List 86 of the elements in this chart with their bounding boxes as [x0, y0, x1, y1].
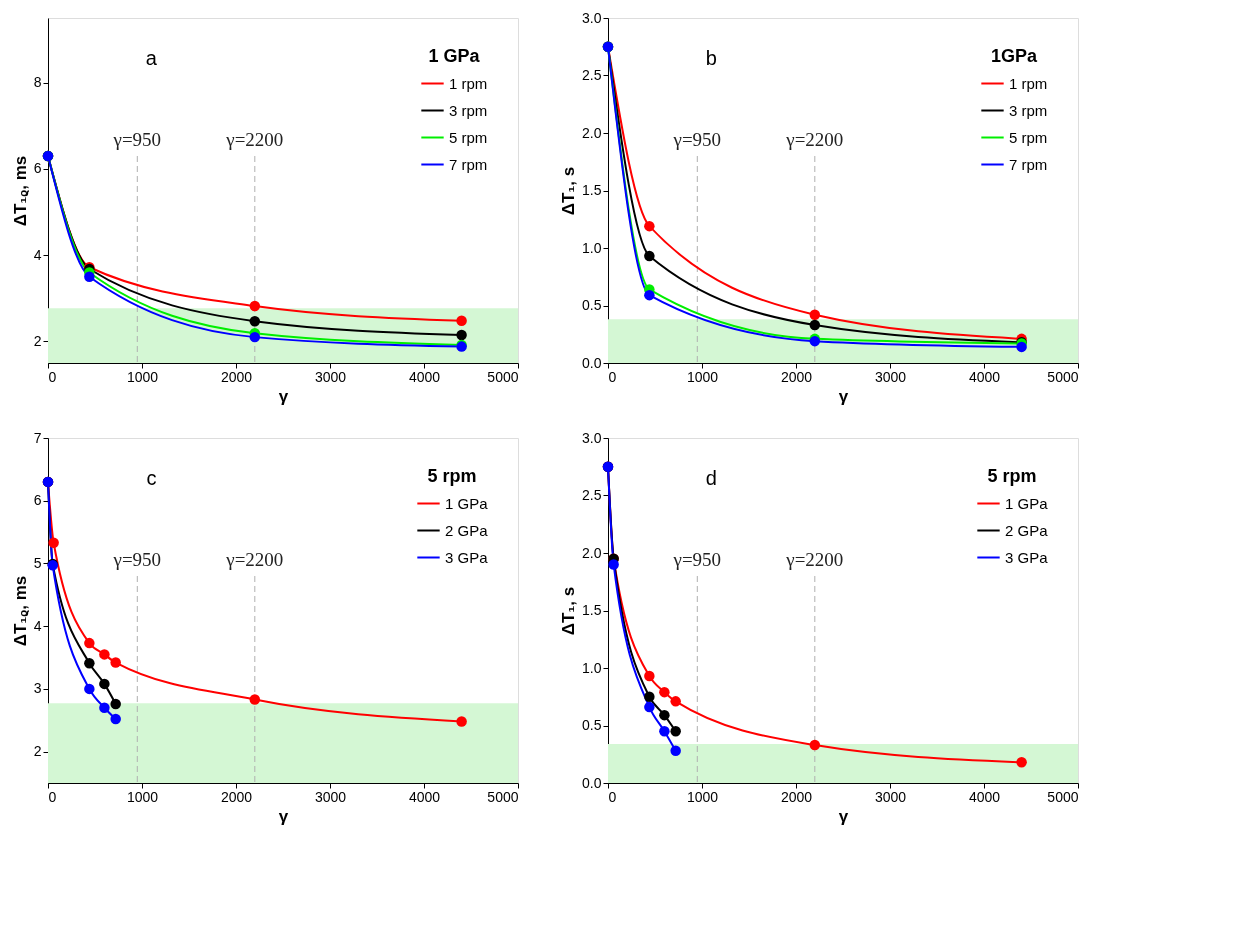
annotation: b — [705, 47, 717, 70]
y-tick-label: 8 — [33, 74, 42, 91]
y-axis-title: ΔT₁, s — [559, 166, 579, 216]
y-tick-label: 3.0 — [582, 429, 602, 446]
legend-title: 5 rpm — [987, 466, 1037, 486]
ref-line-label: γ=950 — [672, 129, 722, 150]
y-tick-label: 4 — [33, 617, 42, 634]
x-tick-label: 0 — [48, 368, 57, 385]
x-tick-label: 2000 — [220, 368, 253, 385]
x-tick-label: 1000 — [686, 368, 719, 385]
y-tick-label: 0.5 — [582, 297, 602, 313]
ref-line-label: γ=950 — [112, 549, 162, 570]
legend-label: 3 rpm — [1009, 101, 1048, 119]
x-tick-label: 2000 — [780, 788, 813, 805]
y-tick-label: 1.5 — [582, 182, 602, 198]
x-tick-label: 0 — [608, 788, 617, 805]
annotation: c — [146, 467, 157, 490]
x-tick-label: 2000 — [220, 788, 253, 805]
legend-title: 1GPa — [990, 46, 1038, 66]
y-tick-label: 3.0 — [582, 9, 602, 26]
x-axis-title: γ — [278, 386, 289, 406]
x-tick-label: 3000 — [314, 368, 347, 385]
x-tick-label: 5000 — [487, 368, 519, 385]
legend-label: 7 rpm — [449, 155, 488, 173]
y-tick-label: 2 — [33, 332, 42, 349]
y-tick-label: 7 — [33, 429, 42, 446]
ref-line-label: γ=2200 — [785, 129, 844, 150]
annotation: a — [145, 47, 158, 70]
x-tick-label: 1000 — [126, 788, 159, 805]
legend-label: 3 rpm — [449, 101, 488, 119]
x-tick-label: 5000 — [487, 788, 519, 805]
y-tick-label: 0.5 — [582, 717, 602, 733]
x-axis-title: γ — [838, 386, 849, 406]
ref-line-label: γ=2200 — [225, 549, 284, 570]
x-tick-label: 0 — [48, 788, 57, 805]
legend-label: 1 GPa — [1005, 494, 1049, 512]
x-tick-label: 4000 — [408, 788, 441, 805]
y-axis-title: ΔT₁ᵨ, ms — [10, 575, 30, 647]
ref-line-label: γ=950 — [672, 549, 722, 570]
legend-label: 2 GPa — [1005, 521, 1049, 539]
y-tick-label: 2 — [33, 743, 42, 760]
y-tick-label: 2.0 — [582, 124, 602, 141]
y-tick-label: 1.0 — [582, 659, 602, 676]
y-tick-label: 0.0 — [582, 774, 602, 791]
ref-line-label: γ=950 — [112, 129, 162, 150]
y-tick-label: 3 — [33, 680, 42, 697]
x-tick-label: 1000 — [686, 788, 719, 805]
ref-line-label: γ=2200 — [225, 129, 284, 150]
legend-label: 5 rpm — [1009, 128, 1048, 146]
annotation: d — [705, 467, 717, 490]
x-tick-label: 0 — [608, 368, 617, 385]
legend-label: 3 GPa — [1005, 548, 1049, 566]
y-tick-label: 4 — [33, 246, 42, 263]
x-axis-title: γ — [838, 806, 849, 826]
y-axis-title: ΔT₁, s — [559, 586, 579, 636]
legend-label: 7 rpm — [1009, 155, 1048, 173]
x-tick-label: 2000 — [780, 368, 813, 385]
y-tick-label: 5 — [33, 554, 42, 571]
x-tick-label: 1000 — [126, 368, 159, 385]
y-tick-label: 2.5 — [582, 487, 602, 503]
legend-label: 2 GPa — [445, 521, 489, 539]
legend-label: 1 GPa — [445, 494, 489, 512]
legend-title: 5 rpm — [427, 466, 477, 486]
legend-label: 1 rpm — [1009, 74, 1048, 92]
ref-line-label: γ=2200 — [785, 549, 844, 570]
x-axis-title: γ — [278, 806, 289, 826]
x-tick-label: 5000 — [1047, 788, 1079, 805]
legend-label: 1 rpm — [449, 74, 488, 92]
y-tick-label: 2.0 — [582, 544, 602, 561]
x-tick-label: 4000 — [968, 368, 1001, 385]
x-tick-label: 3000 — [874, 788, 907, 805]
legend-label: 5 rpm — [449, 128, 488, 146]
x-tick-label: 5000 — [1047, 368, 1079, 385]
x-tick-label: 3000 — [874, 368, 907, 385]
x-tick-label: 4000 — [408, 368, 441, 385]
x-tick-label: 3000 — [314, 788, 347, 805]
y-tick-label: 0.0 — [582, 354, 602, 371]
y-tick-label: 6 — [33, 492, 42, 509]
x-tick-label: 4000 — [968, 788, 1001, 805]
y-axis-title: ΔT₁ᵨ, ms — [10, 155, 30, 227]
y-tick-label: 1.5 — [582, 602, 602, 618]
legend-label: 3 GPa — [445, 548, 489, 566]
y-tick-label: 2.5 — [582, 67, 602, 83]
y-tick-label: 6 — [33, 160, 42, 177]
y-tick-label: 1.0 — [582, 239, 602, 256]
legend-title: 1 GPa — [428, 46, 481, 66]
